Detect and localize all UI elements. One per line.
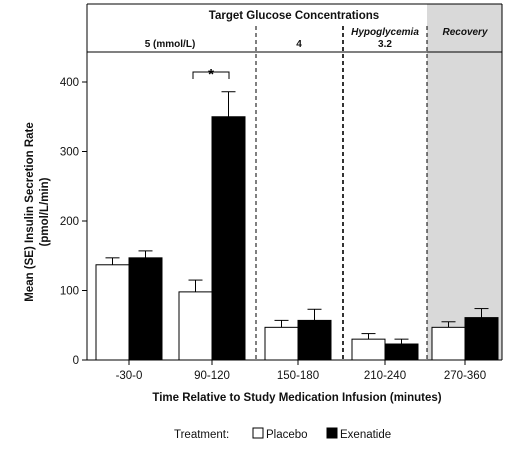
bar-exenatide-3 — [384, 343, 419, 361]
bar-exenatide-0 — [128, 257, 163, 361]
recovery-header-shade — [427, 4, 502, 52]
y-axis-ticks: 0 100 200 300 400 — [60, 77, 87, 367]
x-axis-ticks: -30-0 90-120 150-180 210-240 270-360 — [116, 360, 486, 382]
y-axis-title-line1: Mean (SE) Insulin Secretion Rate — [24, 122, 36, 302]
y-tick-label-2: 200 — [60, 216, 79, 228]
recovery-shaded-region — [427, 4, 502, 360]
header-title: Target Glucose Concentrations — [209, 10, 379, 22]
x-axis-title: Time Relative to Study Medication Infusi… — [152, 392, 441, 404]
y-tick-label-1: 100 — [60, 286, 79, 298]
significance-asterisk: * — [208, 66, 214, 83]
legend-title: Treatment: — [174, 429, 229, 441]
legend-label-exenatide: Exenatide — [340, 429, 391, 441]
x-tick-label-2: 150-180 — [277, 370, 319, 382]
phase-label-1: 5 (mmol/L) — [145, 39, 196, 50]
bar-exenatide-1 — [211, 116, 246, 361]
legend-label-placebo: Placebo — [266, 429, 308, 441]
bar-marks — [95, 91, 499, 361]
x-tick-label-0: -30-0 — [116, 370, 143, 382]
bar-placebo-1 — [178, 291, 213, 361]
phase-italic-4: Recovery — [442, 27, 487, 38]
y-axis-title-line2: (pmol/L/min) — [39, 177, 51, 246]
bar-exenatide-2 — [297, 319, 332, 361]
bar-exenatide-4 — [464, 317, 499, 361]
y-tick-label-0: 0 — [73, 355, 79, 367]
bar-placebo-4 — [431, 326, 466, 361]
phase-label-2: 4 — [296, 39, 302, 50]
legend-swatch-exenatide — [326, 427, 338, 439]
x-tick-label-1: 90-120 — [194, 370, 230, 382]
x-tick-label-4: 270-360 — [444, 370, 486, 382]
significance-bracket — [192, 71, 230, 79]
bar-placebo-0 — [95, 264, 130, 361]
bar-placebo-3 — [351, 338, 386, 361]
y-tick-label-4: 400 — [60, 77, 79, 89]
y-tick-label-3: 300 — [60, 147, 79, 159]
phase-italic-3: Hypoglycemia — [351, 27, 419, 38]
x-tick-label-3: 210-240 — [364, 370, 406, 382]
bar-placebo-2 — [264, 326, 299, 361]
legend-swatch-placebo — [252, 427, 264, 439]
phase-label-3: 3.2 — [378, 39, 392, 50]
